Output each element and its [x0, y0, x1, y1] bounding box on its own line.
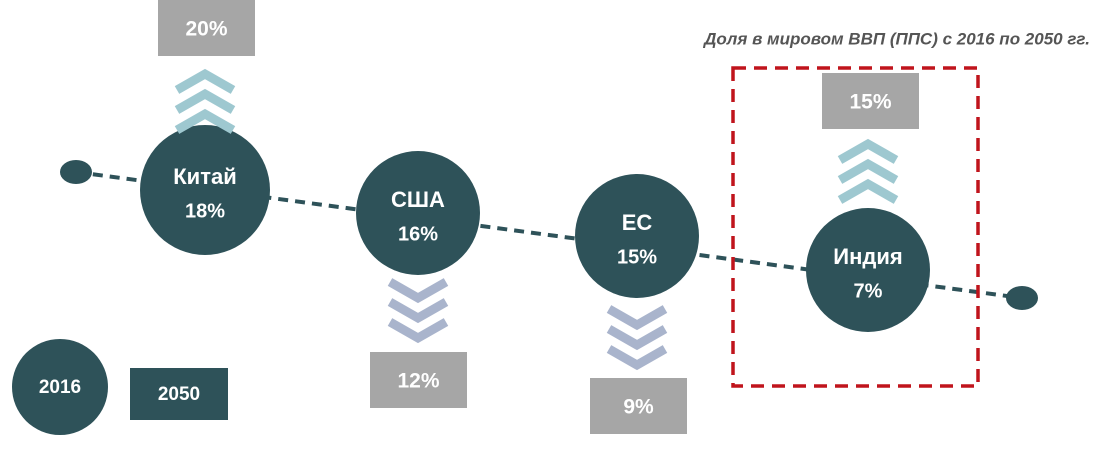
trend-chevron — [606, 345, 668, 371]
trend-chevron — [174, 68, 236, 94]
country-label: США — [391, 187, 445, 212]
legend-circle-label: 2016 — [39, 377, 81, 398]
trend-chevron — [174, 108, 236, 134]
country-label: Индия — [833, 244, 902, 269]
title: Доля в мировом ВВП (ППС) с 2016 по 2050 … — [702, 29, 1090, 48]
value-2050-box — [370, 352, 467, 408]
trend-chevron — [837, 158, 899, 184]
country-label: ЕС — [622, 210, 653, 235]
timeline-start — [60, 160, 92, 184]
country-circle — [575, 174, 699, 298]
value-2016: 16% — [398, 223, 438, 245]
trend-chevron — [606, 305, 668, 331]
country-circle — [356, 151, 480, 275]
timeline-end — [1006, 286, 1038, 310]
value-2050: 9% — [623, 396, 654, 419]
value-2016: 7% — [854, 280, 883, 302]
value-2050: 20% — [185, 18, 227, 41]
value-2050: 15% — [849, 91, 891, 114]
legend-box-label: 2050 — [158, 384, 200, 405]
value-2050-box — [158, 0, 255, 56]
trend-chevron — [387, 318, 449, 344]
legend-circle — [12, 339, 108, 435]
country-label: Китай — [173, 164, 237, 189]
trend-chevron — [606, 325, 668, 351]
country-circle — [806, 208, 930, 332]
trend-chevron — [174, 88, 236, 114]
trend-chevron — [387, 298, 449, 324]
country-circle — [140, 125, 270, 255]
value-2050-box — [822, 73, 919, 129]
trend-chevron — [837, 178, 899, 204]
value-2016: 18% — [185, 200, 225, 222]
legend-box — [130, 368, 228, 420]
highlight-frame — [731, 66, 980, 388]
trend-chevron — [837, 138, 899, 164]
trend-chevron — [387, 278, 449, 304]
value-2050: 12% — [397, 370, 439, 393]
value-2050-box — [590, 378, 687, 434]
value-2016: 15% — [617, 246, 657, 268]
